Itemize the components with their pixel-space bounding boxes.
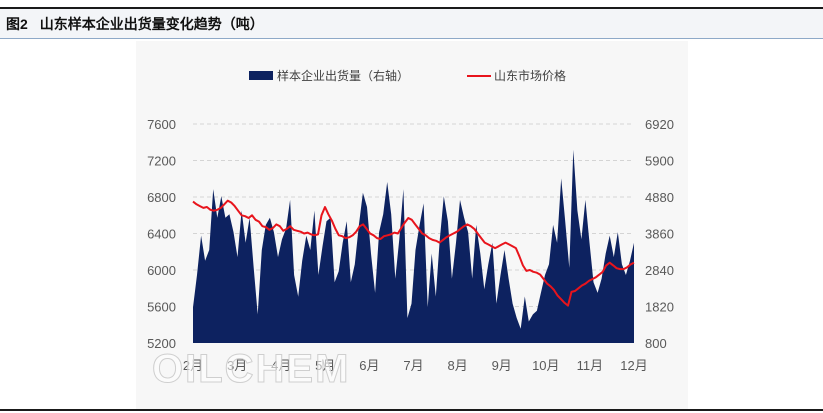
price-line-layer bbox=[192, 199, 635, 307]
figure-title: 图2 山东样本企业出货量变化趋势（吨） bbox=[0, 9, 823, 39]
left-tick-label: 7600 bbox=[147, 117, 176, 132]
right-tick-label: 2840 bbox=[645, 263, 674, 278]
left-tick-label: 6000 bbox=[147, 263, 176, 278]
left-tick-label: 5600 bbox=[147, 300, 176, 315]
figure-title-text: 山东样本企业出货量变化趋势（吨） bbox=[39, 16, 264, 32]
right-tick-label: 800 bbox=[645, 336, 667, 351]
right-axis-ticks: 800 1820 2840 3860 4880 5900 6920 bbox=[645, 117, 674, 351]
x-tick-label: 11月 bbox=[577, 358, 604, 373]
x-tick-label: 12月 bbox=[620, 358, 647, 373]
right-tick-label: 5900 bbox=[645, 154, 674, 169]
legend-label-price: 山东市场价格 bbox=[494, 68, 566, 83]
x-tick-label: 6月 bbox=[359, 358, 379, 373]
shipment-area-layer bbox=[193, 149, 634, 343]
right-tick-label: 3860 bbox=[645, 227, 674, 242]
x-tick-label: 4月 bbox=[271, 358, 291, 373]
figure-label: 图2 bbox=[6, 16, 28, 32]
bottom-rule bbox=[0, 409, 823, 411]
left-tick-label: 7200 bbox=[147, 154, 176, 169]
left-tick-label: 6400 bbox=[147, 227, 176, 242]
series-shipments-area bbox=[193, 149, 634, 343]
x-tick-label: 2月 bbox=[183, 358, 203, 373]
left-tick-label: 5200 bbox=[147, 336, 176, 351]
x-tick-label: 9月 bbox=[492, 358, 512, 373]
right-tick-label: 1820 bbox=[645, 300, 674, 315]
x-tick-label: 3月 bbox=[227, 358, 247, 373]
legend: 样本企业出货量（右轴） 山东市场价格 bbox=[249, 68, 566, 83]
left-tick-label: 6800 bbox=[147, 190, 176, 205]
watermark: OILCHEM bbox=[152, 347, 350, 391]
legend-label-shipments: 样本企业出货量（右轴） bbox=[277, 68, 409, 83]
series-price-line bbox=[192, 199, 635, 307]
right-tick-label: 6920 bbox=[645, 117, 674, 132]
x-tick-label: 7月 bbox=[403, 358, 423, 373]
top-rule bbox=[0, 7, 823, 9]
x-axis-ticks: 2月 3月 4月 5月 6月 7月 8月 9月 10月 11月 12月 bbox=[183, 358, 648, 373]
right-tick-label: 4880 bbox=[645, 190, 674, 205]
x-tick-label: 5月 bbox=[315, 358, 335, 373]
x-tick-label: 8月 bbox=[447, 358, 467, 373]
left-axis-ticks: 5200 5600 6000 6400 6800 7200 7600 bbox=[147, 117, 176, 351]
x-tick-label: 10月 bbox=[532, 358, 559, 373]
legend-swatch-shipments bbox=[249, 71, 273, 80]
